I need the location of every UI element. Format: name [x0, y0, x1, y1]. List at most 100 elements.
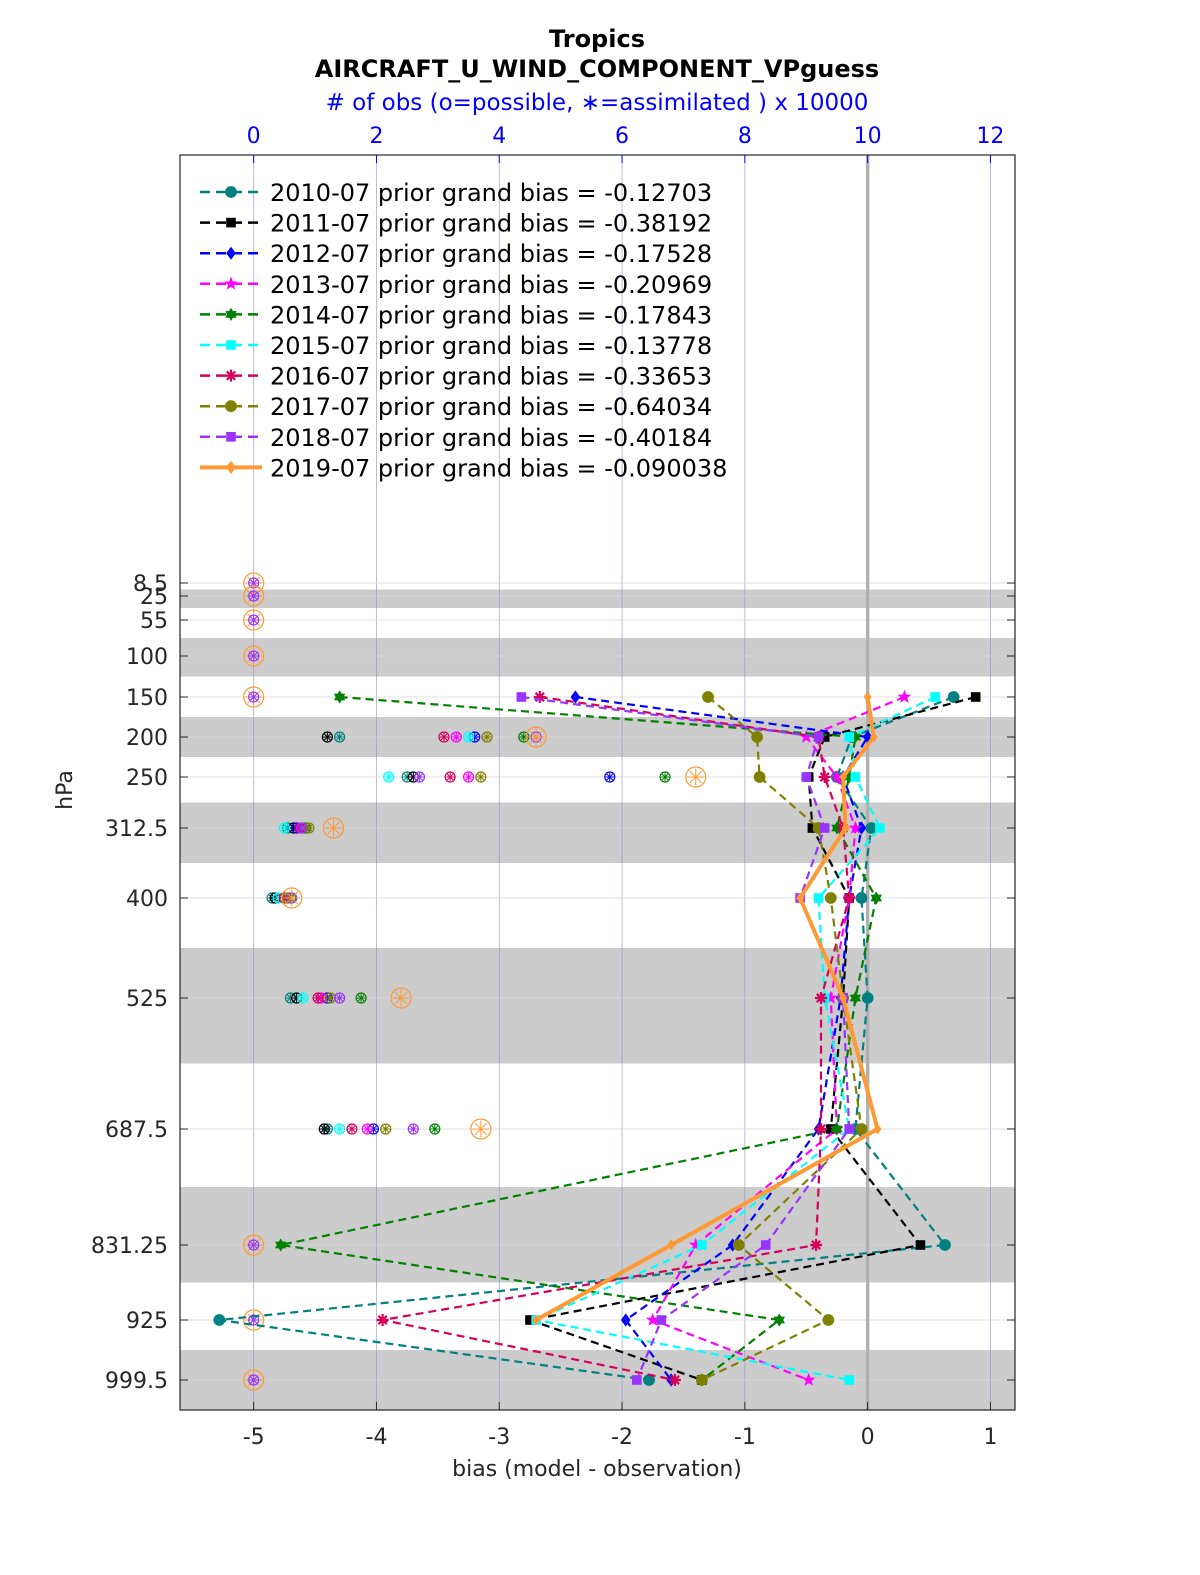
nobs-level_250-s6-possible	[444, 771, 456, 783]
series-5-point-2	[850, 772, 861, 782]
x-tick-label-0: -5	[243, 1425, 265, 1450]
series-5-point-9	[844, 1375, 855, 1385]
series-line-1	[525, 695, 976, 1382]
legend-marker-5	[226, 340, 236, 350]
nobs-level_250-s7-assimilated	[476, 772, 486, 782]
legend-label-7: 2017-07 prior grand bias = -0.64034	[270, 393, 712, 421]
nobs-level_525-s4-possible	[355, 992, 367, 1004]
y-tick-label-4: 150	[126, 686, 168, 711]
y-tick-label-7: 312.5	[105, 817, 168, 842]
nobs-level_525-s9-possible	[390, 987, 412, 1009]
nobs-level_687_5-s7-assimilated	[381, 1124, 390, 1134]
series-3-point-7	[688, 1237, 703, 1251]
nobs-zero-small-1-assimilated	[249, 591, 258, 601]
nobs-level_250-s2-possible	[604, 771, 616, 783]
series-8-point-9	[631, 1375, 642, 1385]
y-tick-label-13: 999.5	[105, 1369, 168, 1394]
nobs-level_525-s7-assimilated	[326, 993, 335, 1003]
nobs-level_687_5-s4-assimilated	[430, 1124, 440, 1134]
top-axis-label: # of obs (o=possible, ∗=assimilated ) x …	[326, 90, 869, 116]
series-0-point-5	[861, 992, 874, 1004]
nobs-zero-small-6-assimilated	[249, 1315, 258, 1325]
series-8-point-8	[656, 1315, 667, 1325]
series-7-point-9	[695, 1374, 708, 1386]
series-7-point-4	[824, 892, 837, 904]
series-5-point-4	[813, 893, 824, 903]
nobs-zero-1-possible	[243, 585, 265, 607]
nobs-level_250-s8-possible	[413, 771, 426, 783]
series-8-point-2	[801, 772, 812, 782]
nobs-zero-small-3-assimilated	[249, 651, 258, 661]
nobs-level_250-s7-possible	[475, 771, 487, 783]
nobs-level_200-s0-assimilated	[335, 732, 344, 742]
nobs-level_200-s9-assimilated	[527, 728, 545, 746]
top-tick-label-1: 2	[369, 124, 383, 149]
series-4-point-5	[849, 991, 862, 1005]
series-3-point-3	[848, 820, 863, 834]
nobs-level_687_5-s8-assimilated	[409, 1124, 418, 1134]
top-tick-label-2: 4	[492, 124, 506, 149]
legend-marker-0	[225, 186, 237, 198]
nobs-level_312_5-s8-possible	[295, 822, 308, 834]
series-line-2	[575, 695, 870, 1381]
nobs-level_200-s1-assimilated	[323, 732, 332, 742]
nobs-level_250-s0-assimilated	[402, 772, 412, 782]
nobs-level_250-s1-assimilated	[409, 772, 418, 782]
series-line-7	[701, 696, 863, 1381]
nobs-level_250-s9-possible	[685, 766, 707, 788]
series-0-point-4	[855, 892, 868, 904]
nobs-level_525-s8-assimilated	[335, 993, 344, 1003]
top-tick-label-0: 0	[247, 124, 261, 149]
nobs-zero-small-7-possible	[248, 1374, 260, 1386]
series-5-point-1	[844, 732, 855, 742]
nobs-zero-4-possible	[243, 686, 265, 708]
series-1-point-8	[525, 1315, 535, 1325]
series-2-point-3	[856, 821, 867, 835]
legend-label-0: 2010-07 prior grand bias = -0.12703	[270, 179, 712, 207]
nobs-level_250-s5-possible	[383, 771, 395, 783]
nobs-level_200-s3-possible	[450, 731, 462, 743]
nobs-level_687_5-s2-assimilated	[369, 1124, 378, 1134]
series-7-point-0	[702, 691, 714, 703]
legend-label-6: 2016-07 prior grand bias = -0.33653	[270, 363, 712, 391]
series-9-point-0	[863, 691, 872, 703]
x-tick-label-1: -4	[366, 1425, 388, 1450]
legend-label-4: 2014-07 prior grand bias = -0.17843	[270, 301, 712, 329]
legend-label-3: 2013-07 prior grand bias = -0.20969	[270, 271, 712, 299]
series-line-5	[532, 696, 936, 1382]
series-line-4	[280, 695, 878, 1381]
nobs-zero-small-1-possible	[248, 590, 260, 602]
shaded-band-0	[180, 589, 1015, 608]
nobs-zero-small-7-assimilated	[249, 1375, 258, 1385]
nobs-level_525-s9-assimilated	[392, 989, 410, 1007]
series-8-point-0	[516, 692, 527, 702]
nobs-level_250-s2-assimilated	[605, 772, 615, 782]
series-9-point-6	[873, 1123, 882, 1135]
series-6-point-6	[814, 1123, 827, 1135]
nobs-level_312_5-s9-possible	[322, 817, 345, 839]
nobs-level_687_5-s6-possible	[346, 1123, 358, 1135]
top-tick-label-3: 6	[615, 124, 629, 149]
series-4-point-7	[275, 1238, 287, 1252]
y-tick-label-8: 400	[126, 887, 168, 912]
series-9-point-4	[796, 892, 805, 904]
nobs-level_525-s0-assimilated	[286, 993, 295, 1003]
nobs-level_200-s1-possible	[321, 731, 333, 743]
y-tick-label-5: 200	[126, 726, 168, 751]
series-7-point-8	[822, 1314, 835, 1326]
nobs-level_200-s0-possible	[334, 731, 346, 743]
series-4-point-8	[773, 1313, 785, 1327]
nobs-level_687_5-s3-assimilated	[363, 1124, 372, 1134]
nobs-level_400-s9-possible	[281, 887, 303, 909]
nobs-level_200-s3-assimilated	[452, 732, 461, 742]
nobs-zero-2-possible	[243, 609, 265, 631]
nobs-level_525-s6-assimilated	[313, 993, 323, 1003]
nobs-level_250-s4-possible	[659, 771, 671, 783]
series-7-point-1	[751, 731, 764, 743]
nobs-level_687_5-s9-possible	[470, 1118, 492, 1140]
series-6-point-8	[376, 1314, 389, 1326]
nobs-level_250-s4-assimilated	[660, 772, 670, 782]
nobs-level_687_5-s7-possible	[380, 1123, 392, 1135]
nobs-zero-5-possible	[243, 1234, 265, 1256]
